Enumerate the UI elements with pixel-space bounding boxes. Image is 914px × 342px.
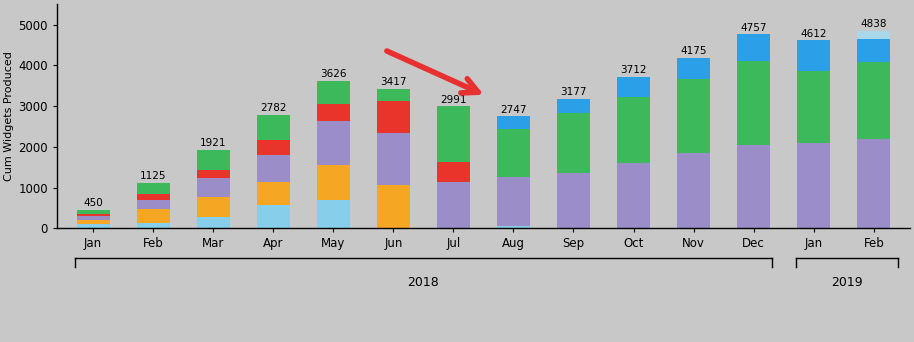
Bar [197,178,229,197]
Bar [257,205,290,228]
Text: 3712: 3712 [621,65,647,75]
Text: 3417: 3417 [380,77,407,87]
Bar [136,200,170,209]
Bar [197,217,229,228]
Bar [136,194,170,200]
Bar [77,224,110,228]
Bar [77,216,110,220]
Bar [136,183,170,194]
Bar [377,101,409,133]
Text: 1921: 1921 [200,138,227,148]
Bar [557,99,590,113]
Bar [77,214,110,216]
Bar [738,61,771,145]
Bar [257,155,290,182]
Bar [797,71,830,143]
Bar [317,104,350,121]
Bar [77,210,110,214]
Text: 2991: 2991 [441,95,467,105]
Bar [857,139,890,228]
Bar [677,153,710,228]
Bar [857,62,890,139]
Text: 3626: 3626 [320,69,346,79]
Text: 4838: 4838 [861,19,887,29]
Bar [377,133,409,185]
Bar [197,197,229,217]
Bar [677,58,710,79]
Bar [677,79,710,153]
Bar [257,182,290,205]
Bar [257,115,290,141]
Text: 4757: 4757 [740,23,767,32]
Bar [437,106,470,162]
Bar [617,163,650,228]
Text: 2747: 2747 [500,105,526,115]
Text: 4612: 4612 [801,28,827,39]
Bar [77,220,110,224]
Text: 450: 450 [83,198,103,208]
Bar [497,226,530,228]
Bar [317,165,350,200]
Bar [617,97,650,163]
Bar [437,182,470,228]
Text: 3177: 3177 [560,87,587,97]
Y-axis label: Cum Widgets Produced: Cum Widgets Produced [5,51,14,181]
Bar [317,121,350,165]
Bar [738,145,771,228]
Text: 1125: 1125 [140,171,166,181]
Bar [377,185,409,228]
Text: 2782: 2782 [260,103,286,113]
Bar [857,31,890,39]
Bar [257,141,290,155]
Bar [617,77,650,97]
Bar [136,223,170,228]
Bar [317,200,350,228]
Bar [497,177,530,226]
Bar [557,113,590,173]
Bar [857,39,890,62]
Bar [317,81,350,104]
Bar [136,209,170,223]
Text: 2018: 2018 [408,276,440,289]
Bar [738,35,771,61]
Bar [377,89,409,101]
Bar [437,162,470,182]
Bar [197,170,229,178]
Bar [797,40,830,71]
Text: 4175: 4175 [680,47,707,56]
Bar [497,129,530,177]
Bar [197,150,229,170]
Bar [497,117,530,129]
Bar [557,173,590,228]
Text: 2019: 2019 [831,276,863,289]
Bar [797,143,830,228]
